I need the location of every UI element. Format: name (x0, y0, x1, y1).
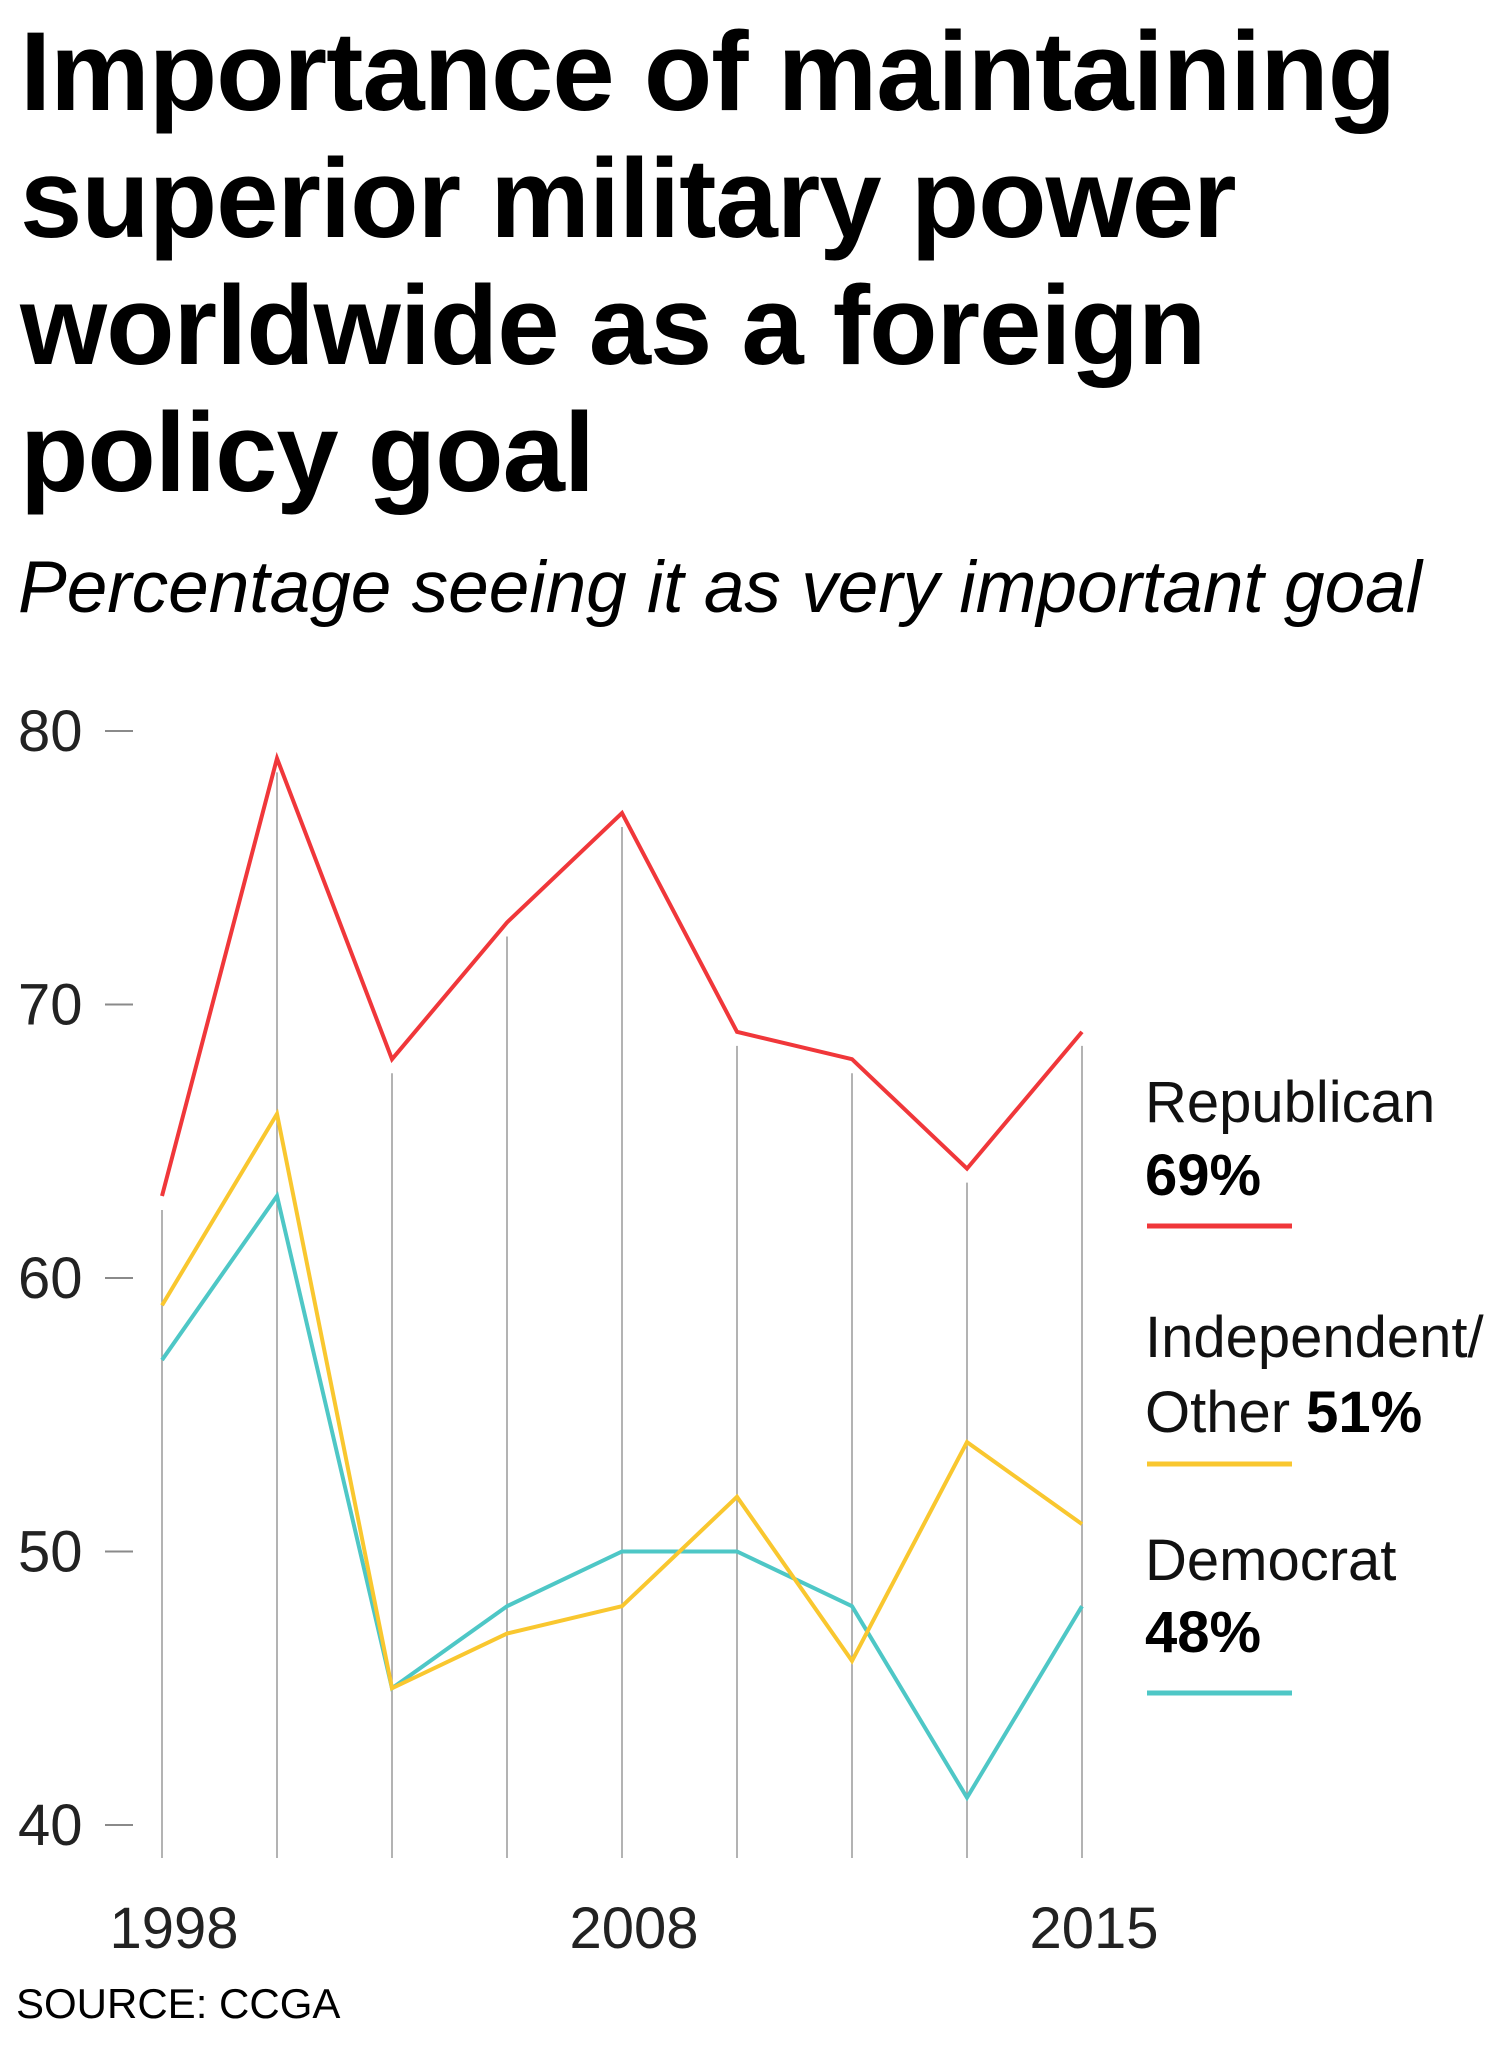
y-tick-label: 40 (18, 1793, 83, 1858)
series-lines (160, 751, 1084, 1802)
x-tick-label: 1998 (109, 1896, 238, 1961)
chart-subtitle: Percentage seeing it as very important g… (18, 547, 1423, 628)
y-tick-label: 80 (18, 699, 83, 764)
legend-label-republican: Republican (1145, 1070, 1435, 1135)
series-line-democrat (160, 1191, 1084, 1802)
legend-value-republican: 69% (1145, 1143, 1261, 1208)
x-tick-label: 2008 (569, 1896, 698, 1961)
chart-title: Importance of maintaining superior milit… (20, 9, 1396, 515)
legend-value-independent: 51% (1306, 1380, 1422, 1445)
x-tick-label: 2015 (1029, 1896, 1158, 1961)
y-tick-label: 60 (18, 1246, 83, 1311)
series-line-republican (160, 751, 1084, 1197)
y-tick-label: 50 (18, 1520, 83, 1585)
legend-label-other-line: Other 51% (1145, 1380, 1422, 1445)
y-tick-label: 70 (18, 973, 83, 1038)
legend-label-other: Other (1145, 1380, 1306, 1445)
legend-label-democrat: Democrat (1145, 1528, 1396, 1593)
y-axis: 80 70 60 50 40 (18, 699, 133, 1858)
legend-value-democrat: 48% (1145, 1600, 1261, 1665)
source-note: SOURCE: CCGA (16, 1980, 341, 2027)
legend: Republican 69% Independent/Other 51% Democr… (1145, 1070, 1485, 1696)
x-axis: 1998 2008 2015 (109, 1896, 1158, 1961)
gridlines (161, 772, 1083, 1858)
legend-label-independent: Independent/ (1145, 1305, 1485, 1370)
series-line-independent-other (160, 1108, 1084, 1692)
